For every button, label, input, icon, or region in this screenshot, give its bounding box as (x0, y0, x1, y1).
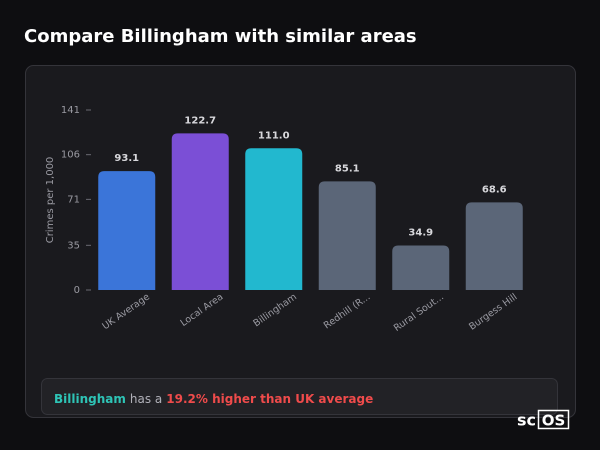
y-tick-label: 0 (74, 285, 80, 296)
summary-comparison: 19.2% higher than UK average (166, 392, 373, 406)
value-label: 85.1 (335, 163, 360, 174)
logo-box (537, 409, 570, 430)
logo-prefix: sc (517, 411, 536, 430)
bar (171, 133, 229, 290)
value-label: 111.0 (258, 130, 290, 141)
bar (392, 245, 450, 290)
summary-box (41, 378, 558, 415)
y-tick-label: 71 (67, 194, 80, 205)
summary-connector: has a (130, 392, 162, 406)
bar (98, 171, 156, 290)
y-tick-label: 141 (61, 105, 80, 116)
y-axis-label: Crimes per 1,000 (45, 157, 56, 244)
summary-text: Billingham has a 19.2% higher than UK aver… (54, 392, 373, 406)
page-title: Compare Billingham with similar areas (24, 26, 417, 47)
value-label: 122.7 (184, 115, 216, 126)
bar (245, 148, 303, 290)
bar (465, 202, 523, 290)
value-label: 93.1 (114, 153, 139, 164)
bar (318, 181, 376, 290)
value-label: 68.6 (482, 184, 507, 195)
summary-area: Billingham (54, 392, 126, 406)
y-tick-label: 106 (61, 150, 80, 161)
logo-boxed: OS (542, 412, 566, 430)
y-tick-label: 35 (67, 240, 80, 251)
value-label: 34.9 (408, 227, 433, 238)
